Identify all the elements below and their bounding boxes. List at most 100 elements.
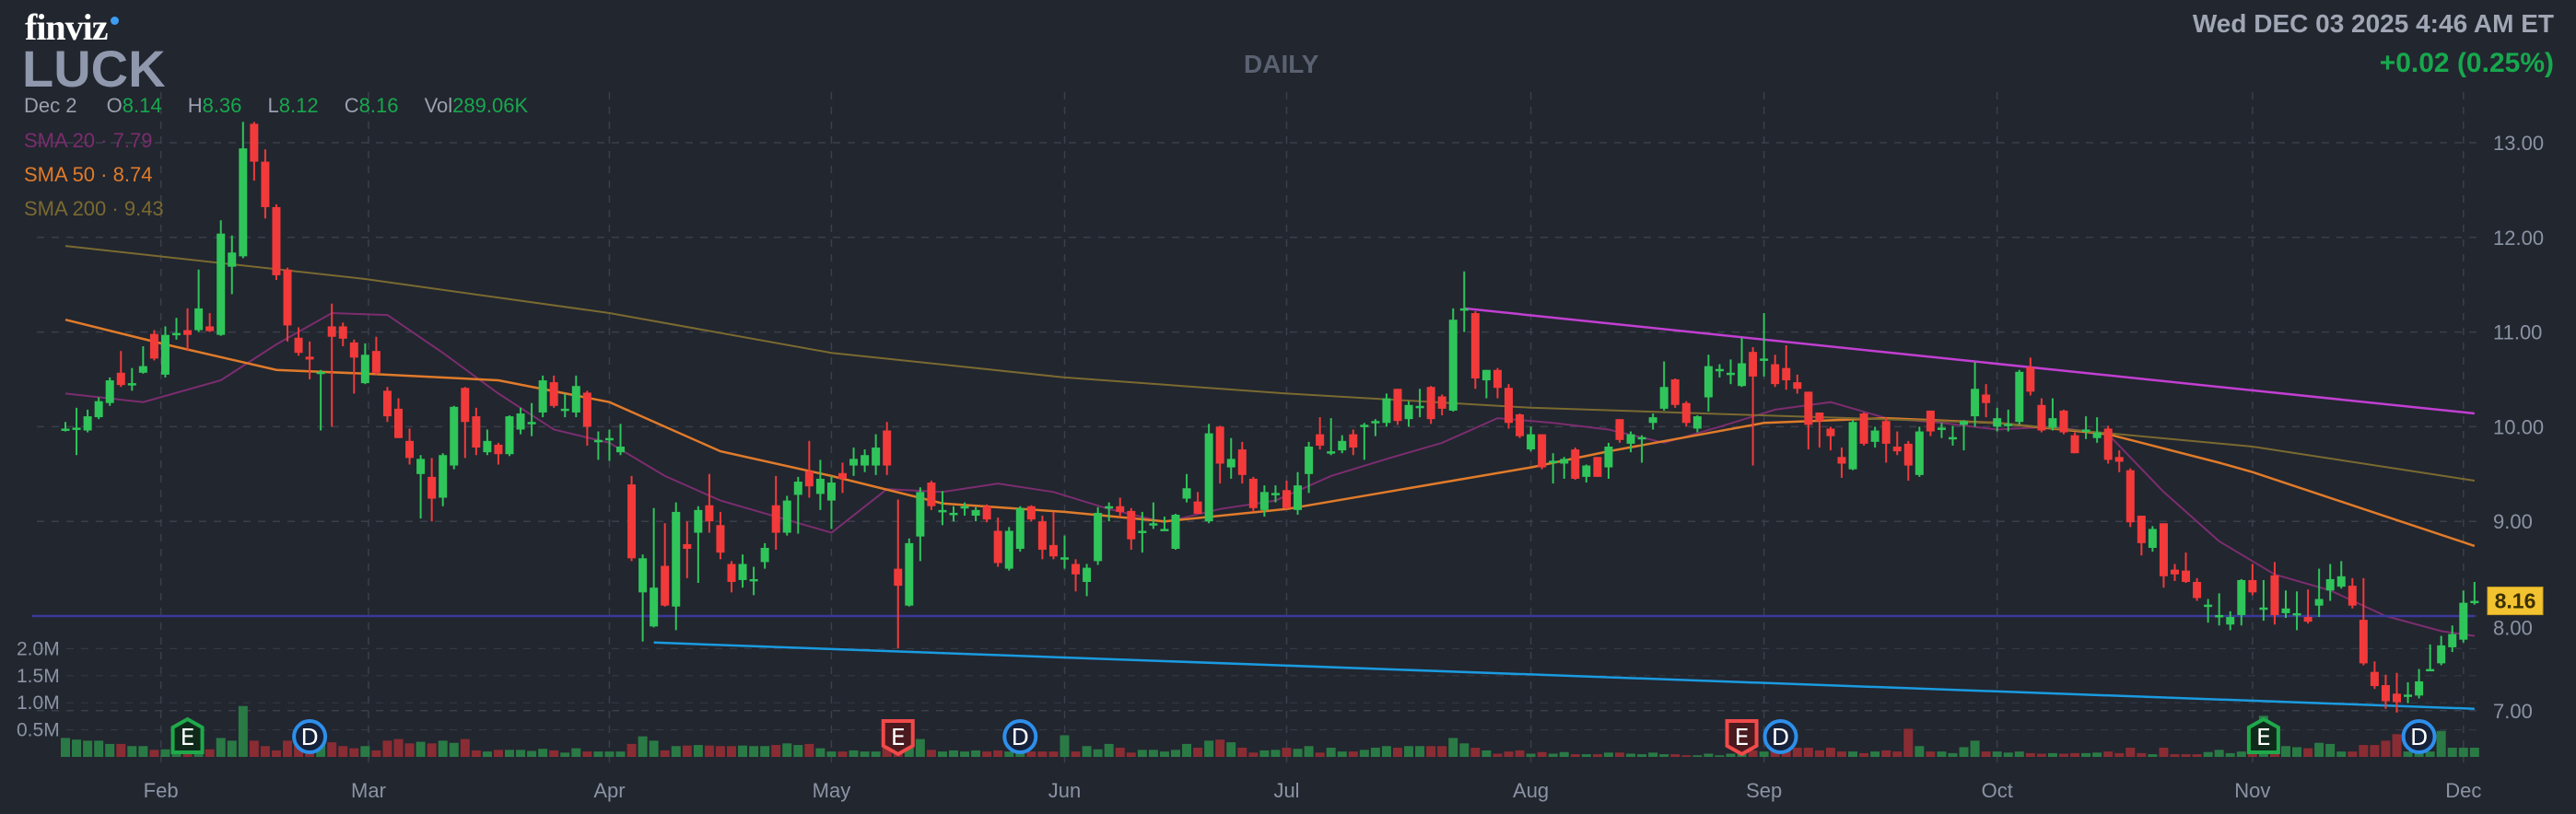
candle — [483, 429, 492, 456]
candle — [1116, 497, 1125, 517]
candle-body — [1448, 320, 1458, 411]
timeframe-label: DAILY — [1244, 50, 1319, 78]
volume-bar — [1415, 746, 1425, 757]
volume-bar — [149, 750, 159, 757]
earnings-marker[interactable]: E — [881, 719, 915, 757]
candle-body — [782, 500, 791, 533]
candle — [2026, 357, 2035, 396]
candle-body — [116, 372, 125, 386]
candle — [1604, 442, 1613, 479]
candle — [505, 415, 514, 457]
volume-bar — [771, 745, 781, 757]
candle — [1127, 507, 1136, 551]
dividend-marker[interactable]: D — [1762, 719, 1798, 754]
volume-bar — [1792, 748, 1802, 757]
candle-body — [993, 530, 1002, 564]
candle-body — [2015, 371, 2024, 423]
candle — [2037, 398, 2046, 433]
dividend-marker[interactable]: D — [1002, 719, 1038, 754]
volume-bar — [1393, 748, 1402, 757]
candle-body — [2037, 404, 2046, 431]
candle-body — [1037, 521, 1047, 551]
volume-bar — [2292, 747, 2302, 757]
volume-bar — [949, 750, 958, 757]
volume-bar — [1282, 748, 1292, 757]
candle — [172, 318, 181, 340]
dividend-marker[interactable]: D — [292, 719, 328, 754]
dividend-marker[interactable]: D — [2401, 719, 2437, 754]
candle — [1637, 435, 1646, 463]
volume-bar — [393, 738, 404, 757]
candle — [1182, 473, 1191, 503]
candle-body — [2393, 693, 2401, 703]
candle-body — [1015, 507, 1025, 550]
volume-bar — [1626, 753, 1636, 757]
month-tick-label: May — [813, 779, 851, 802]
volume-bar — [1970, 740, 1980, 757]
candle — [1960, 420, 1969, 451]
candle-body — [582, 392, 591, 427]
candle-body — [2148, 529, 2157, 548]
volume-bar — [1603, 752, 1613, 757]
candle-body — [261, 161, 270, 207]
candle — [405, 428, 415, 465]
candle-body — [1182, 488, 1191, 499]
volume-bar — [1637, 754, 1647, 757]
candle — [1615, 419, 1624, 443]
volume-bar — [1037, 751, 1048, 757]
candle — [1160, 517, 1169, 531]
volume-bar — [2181, 754, 2191, 757]
candle-body — [1338, 440, 1347, 451]
candle — [2237, 578, 2246, 626]
volume-bar — [2469, 748, 2479, 757]
earnings-marker[interactable]: E — [170, 716, 205, 754]
candle-body — [516, 413, 525, 430]
candle — [2114, 450, 2124, 472]
earnings-marker[interactable]: E — [1725, 719, 1759, 757]
price-tick-label: 11.00 — [2493, 321, 2542, 344]
lower-support-trendline — [653, 641, 2475, 710]
candle-body — [1459, 308, 1469, 311]
volume-bar — [1948, 752, 1958, 757]
candle-body — [2259, 607, 2268, 610]
candle-body — [294, 337, 303, 354]
volume-bar — [2348, 751, 2358, 757]
volume-bar — [2170, 754, 2180, 757]
candle-body — [1171, 515, 1180, 550]
candle — [1393, 389, 1402, 425]
volume-bar — [538, 749, 548, 757]
candle — [1848, 420, 1857, 471]
sma20-legend[interactable]: SMA 20 · 7.79 — [24, 129, 153, 152]
volume-bar — [1404, 746, 1414, 757]
candle-body — [1870, 430, 1879, 442]
candle — [1549, 453, 1558, 484]
finviz-logo[interactable]: finviz — [25, 6, 119, 49]
candle-body — [2314, 599, 2324, 606]
candle-body — [1659, 387, 1669, 409]
candle — [1048, 511, 1058, 560]
sma200-legend[interactable]: SMA 200 · 9.43 — [24, 197, 164, 220]
earnings-marker[interactable]: E — [2246, 716, 2280, 754]
volume-bar — [1071, 751, 1081, 757]
sma50-label: SMA 50 — [24, 163, 96, 186]
volume-bar — [416, 741, 426, 757]
volume-bar — [2036, 753, 2046, 757]
volume-bar — [94, 740, 104, 757]
volume-bar — [72, 739, 82, 757]
volume-bar — [1515, 750, 1525, 757]
candle-body — [1582, 465, 1591, 477]
candle-body — [838, 472, 847, 479]
volume-bar — [1215, 739, 1225, 757]
candle — [1026, 505, 1036, 522]
candle-body — [461, 388, 470, 423]
candle-body — [1892, 446, 1902, 452]
volume-bar — [693, 745, 703, 757]
candle — [1681, 401, 1691, 427]
sma50-legend[interactable]: SMA 50 · 8.74 — [24, 163, 153, 186]
volume-bar — [1803, 748, 1813, 757]
candle-body — [1949, 436, 1957, 440]
candle — [261, 149, 270, 219]
candle — [683, 521, 692, 578]
candle-body — [982, 506, 991, 520]
